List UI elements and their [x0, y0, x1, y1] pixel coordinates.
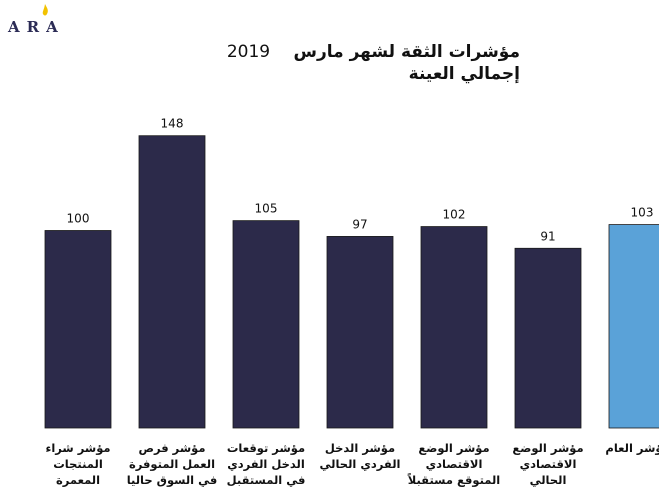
bar-7 [608, 224, 659, 429]
chart-subtitle: إجمالي العينة [408, 64, 520, 84]
data-label-5: 102 [443, 208, 466, 222]
ara-logo: ARA [8, 4, 88, 36]
data-label-2: 148 [161, 117, 184, 131]
chart-title-block: مؤشرات الثقة لشهر مارس 2019 إجمالي العين… [227, 42, 520, 84]
data-label-7: 103 [631, 206, 654, 220]
data-label-3: 105 [255, 202, 278, 216]
bar-6 [514, 247, 582, 429]
category-label-4: مؤشر الدخل الفردي الحالي [319, 441, 401, 471]
category-label-7: المؤشر العام [605, 441, 659, 455]
data-label-1: 100 [67, 212, 90, 226]
flame-icon [42, 4, 48, 16]
category-label-6: مؤشر الوضع الاقتصادي الحالي [512, 441, 584, 487]
category-label-2: مؤشر فرص العمل المتوفرة في السوق حاليا [126, 441, 218, 487]
category-label-3: مؤشر توقعات الدخل الفردي في المستقبل [226, 441, 306, 487]
chart-title: مؤشرات الثقة لشهر مارس [293, 42, 520, 62]
category-label-1: مؤشر شراء المنتجات المعمرة [45, 441, 111, 487]
data-label-4: 97 [352, 217, 367, 231]
bar-3 [232, 220, 300, 429]
logo-text: ARA [8, 18, 65, 36]
bar-1 [44, 230, 112, 429]
chart-title-year: 2019 [226, 42, 271, 62]
bar-4 [326, 236, 394, 429]
bar-2 [138, 135, 206, 429]
category-label-5: مؤشر الوضع الاقتصادي المتوقع مستقبلاً [407, 441, 501, 487]
data-label-6: 91 [540, 229, 555, 243]
bar-5 [420, 226, 488, 429]
